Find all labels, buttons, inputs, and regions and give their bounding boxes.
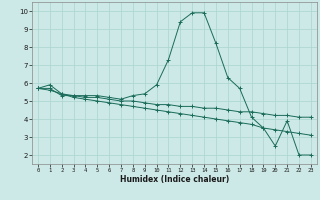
X-axis label: Humidex (Indice chaleur): Humidex (Indice chaleur): [120, 175, 229, 184]
